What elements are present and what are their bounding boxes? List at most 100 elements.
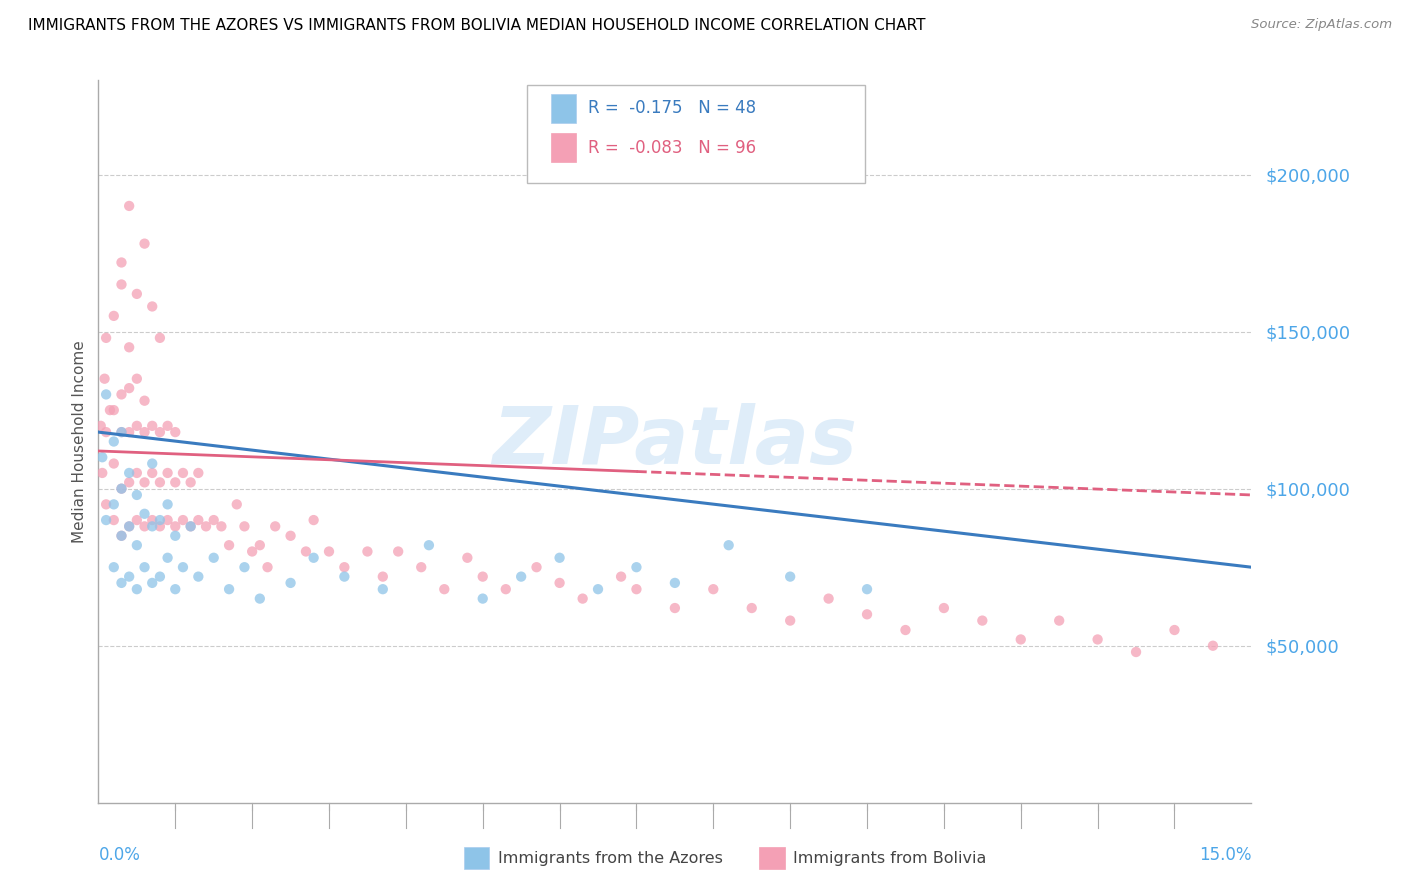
- Point: [779, 614, 801, 628]
- Point: [180, 519, 202, 533]
- Point: [218, 538, 240, 552]
- Point: [141, 575, 163, 590]
- Point: [125, 488, 148, 502]
- Point: [134, 425, 156, 439]
- Point: [333, 560, 356, 574]
- Point: [165, 582, 187, 597]
- Point: [103, 309, 125, 323]
- Point: [125, 286, 148, 301]
- Point: [103, 497, 125, 511]
- Text: 0.0%: 0.0%: [98, 847, 141, 864]
- Text: R =  -0.083   N = 96: R = -0.083 N = 96: [588, 138, 756, 157]
- Point: [894, 623, 917, 637]
- Point: [94, 425, 117, 439]
- Point: [741, 601, 763, 615]
- Point: [218, 582, 240, 597]
- Point: [91, 466, 114, 480]
- Point: [187, 569, 209, 583]
- Point: [141, 300, 163, 314]
- Point: [134, 519, 156, 533]
- Point: [610, 569, 633, 583]
- Point: [664, 601, 686, 615]
- Point: [149, 425, 172, 439]
- Point: [495, 582, 517, 597]
- Point: [202, 513, 225, 527]
- Point: [125, 538, 148, 552]
- Point: [932, 601, 955, 615]
- Point: [202, 550, 225, 565]
- Point: [318, 544, 340, 558]
- Point: [471, 569, 494, 583]
- Point: [548, 575, 571, 590]
- Point: [779, 569, 801, 583]
- Point: [664, 575, 686, 590]
- Point: [471, 591, 494, 606]
- Point: [548, 550, 571, 565]
- Point: [156, 466, 179, 480]
- Point: [134, 560, 156, 574]
- Point: [156, 513, 179, 527]
- Point: [93, 372, 115, 386]
- Point: [141, 418, 163, 433]
- Y-axis label: Median Household Income: Median Household Income: [72, 340, 87, 543]
- Point: [103, 403, 125, 417]
- Point: [149, 475, 172, 490]
- Point: [333, 569, 356, 583]
- Point: [141, 513, 163, 527]
- Point: [110, 529, 132, 543]
- Point: [118, 519, 141, 533]
- Point: [125, 418, 148, 433]
- Point: [156, 497, 179, 511]
- Point: [195, 519, 218, 533]
- Point: [125, 372, 148, 386]
- Point: [172, 466, 194, 480]
- Point: [125, 582, 148, 597]
- Point: [1202, 639, 1225, 653]
- Point: [187, 513, 209, 527]
- Point: [90, 418, 112, 433]
- Point: [295, 544, 318, 558]
- Point: [249, 538, 271, 552]
- Point: [856, 607, 879, 622]
- Point: [94, 513, 117, 527]
- Point: [302, 513, 325, 527]
- Text: IMMIGRANTS FROM THE AZORES VS IMMIGRANTS FROM BOLIVIA MEDIAN HOUSEHOLD INCOME CO: IMMIGRANTS FROM THE AZORES VS IMMIGRANTS…: [28, 18, 925, 33]
- Point: [94, 387, 117, 401]
- Point: [387, 544, 409, 558]
- Point: [125, 513, 148, 527]
- Point: [103, 457, 125, 471]
- Point: [110, 255, 132, 269]
- Point: [110, 529, 132, 543]
- Point: [134, 507, 156, 521]
- Point: [149, 519, 172, 533]
- Point: [225, 497, 247, 511]
- Point: [180, 475, 202, 490]
- Point: [187, 466, 209, 480]
- Point: [264, 519, 287, 533]
- Point: [1125, 645, 1147, 659]
- Point: [233, 519, 256, 533]
- Point: [180, 519, 202, 533]
- Text: Immigrants from the Azores: Immigrants from the Azores: [498, 851, 723, 865]
- Point: [209, 519, 232, 533]
- Point: [626, 582, 648, 597]
- Point: [118, 475, 141, 490]
- Point: [856, 582, 879, 597]
- Text: Immigrants from Bolivia: Immigrants from Bolivia: [793, 851, 987, 865]
- Point: [118, 466, 141, 480]
- Point: [110, 482, 132, 496]
- Point: [149, 331, 172, 345]
- Point: [165, 475, 187, 490]
- Text: ZIPatlas: ZIPatlas: [492, 402, 858, 481]
- Point: [702, 582, 724, 597]
- Point: [172, 560, 194, 574]
- Point: [118, 569, 141, 583]
- Point: [134, 475, 156, 490]
- Point: [233, 560, 256, 574]
- Point: [256, 560, 278, 574]
- Point: [110, 277, 132, 292]
- Point: [118, 425, 141, 439]
- Point: [141, 466, 163, 480]
- Point: [411, 560, 433, 574]
- Point: [103, 513, 125, 527]
